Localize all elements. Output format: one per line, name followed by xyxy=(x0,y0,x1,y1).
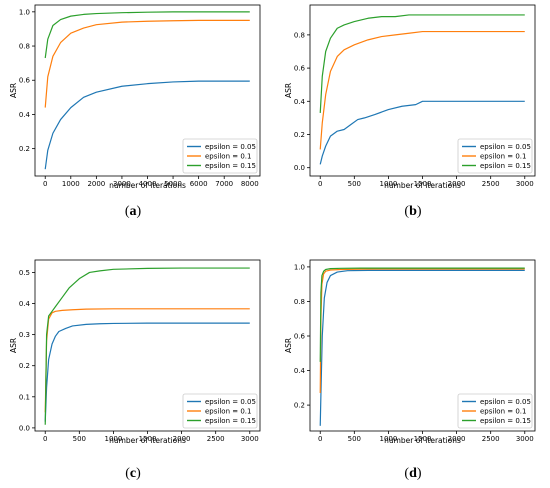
x-tick-label: 1500 xyxy=(139,435,157,443)
x-axis-label: number of iterations xyxy=(384,436,461,445)
y-axis-label: ASR xyxy=(285,338,293,353)
series-line-3 xyxy=(319,267,525,362)
x-tick-label: 4000 xyxy=(139,180,157,188)
y-tick-label: 0.0 xyxy=(294,164,305,172)
x-tick-label: 2500 xyxy=(482,180,500,188)
legend-box xyxy=(457,393,533,429)
series-line-2 xyxy=(44,19,250,108)
legend-label: epsilon = 0.15 xyxy=(480,417,531,425)
x-tick-label: 3000 xyxy=(516,435,534,443)
chart-panel-a: 0 1000 2000 3000 4000 5000 6000 7000 8000 0.2 0.4 0… xyxy=(10,4,261,190)
legend-label: epsilon = 0.05 xyxy=(480,398,531,406)
x-tick-label: 2000 xyxy=(87,180,105,188)
legend-label: epsilon = 0.15 xyxy=(480,162,531,170)
y-tick-label: 0.2 xyxy=(294,131,305,139)
series-line-1 xyxy=(319,100,525,165)
x-axis-label: number of iterations xyxy=(109,436,186,445)
legend-label: epsilon = 0.1 xyxy=(480,153,526,161)
x-tick-label: 1500 xyxy=(414,435,432,443)
x-tick-label: 2500 xyxy=(207,435,225,443)
y-tick-label: 0.2 xyxy=(19,145,30,153)
y-axis-label: ASR xyxy=(285,83,293,98)
y-tick-label: 0.6 xyxy=(19,77,31,85)
series-line-2 xyxy=(319,30,525,150)
x-tick-label: 2500 xyxy=(482,435,500,443)
y-tick-label: 0.2 xyxy=(294,402,305,410)
legend-label: epsilon = 0.15 xyxy=(205,162,256,170)
legend-box xyxy=(182,138,258,174)
legend-label: epsilon = 0.05 xyxy=(205,143,256,151)
y-tick-label: 1.0 xyxy=(294,263,305,271)
y-tick-label: 0.0 xyxy=(19,424,30,432)
x-tick-label: 1000 xyxy=(379,180,397,188)
caption-c: (c) xyxy=(125,466,141,481)
legend-label: epsilon = 0.05 xyxy=(480,143,531,151)
series-line-3 xyxy=(44,11,250,59)
y-tick-label: 0.4 xyxy=(294,367,306,375)
legend-box xyxy=(182,393,258,429)
x-axis-label: number of iterations xyxy=(384,181,461,190)
y-tick-label: 0.4 xyxy=(19,300,31,308)
x-tick-label: 500 xyxy=(73,435,86,443)
y-tick-label: 0.8 xyxy=(19,43,30,51)
legend-box xyxy=(457,138,533,174)
series-line-2 xyxy=(319,268,525,394)
x-tick-label: 7000 xyxy=(215,180,233,188)
y-axis-label: ASR xyxy=(10,83,18,98)
x-tick-label: 500 xyxy=(348,435,361,443)
legend-label: epsilon = 0.05 xyxy=(205,398,256,406)
x-tick-label: 0 xyxy=(318,180,322,188)
y-tick-label: 0.8 xyxy=(294,298,305,306)
legend-label: epsilon = 0.15 xyxy=(205,417,256,425)
x-tick-label: 2000 xyxy=(173,435,191,443)
caption-d: (d) xyxy=(404,466,422,481)
y-tick-label: 0.4 xyxy=(19,111,31,119)
x-tick-label: 1000 xyxy=(62,180,80,188)
legend-label: epsilon = 0.1 xyxy=(205,408,251,416)
caption-b: (b) xyxy=(404,204,422,219)
x-tick-label: 500 xyxy=(348,180,361,188)
y-axis-label: ASR xyxy=(10,338,18,353)
x-tick-label: 3000 xyxy=(113,180,131,188)
series-line-3 xyxy=(44,267,250,425)
y-tick-label: 0.4 xyxy=(294,98,306,106)
x-axis-label: number of iterations xyxy=(109,181,186,190)
y-tick-label: 1.0 xyxy=(19,8,30,16)
y-tick-label: 0.6 xyxy=(294,65,306,73)
x-tick-label: 8000 xyxy=(241,180,259,188)
legend-label: epsilon = 0.1 xyxy=(480,408,526,416)
x-tick-label: 6000 xyxy=(190,180,208,188)
chart-panel-c: 0 500 1000 1500 2000 2500 3000 0.0 0.1 0.2 0.3 0.4 0… xyxy=(10,259,261,445)
y-tick-label: 0.5 xyxy=(19,269,30,277)
x-tick-label: 3000 xyxy=(516,180,534,188)
legend-label: epsilon = 0.1 xyxy=(205,153,251,161)
series-line-3 xyxy=(319,14,525,113)
y-tick-label: 0.1 xyxy=(19,393,30,401)
chart-panel-b: 0 500 1000 1500 2000 2500 3000 0.0 0.2 0.4 0.6 0.8 n… xyxy=(285,4,536,190)
y-tick-label: 0.8 xyxy=(294,31,305,39)
x-tick-label: 0 xyxy=(318,435,322,443)
caption-a: (a) xyxy=(124,204,142,219)
series-line-1 xyxy=(319,269,525,426)
x-tick-label: 1500 xyxy=(414,180,432,188)
y-tick-label: 0.2 xyxy=(19,362,30,370)
x-tick-label: 0 xyxy=(43,435,47,443)
x-tick-label: 3000 xyxy=(241,435,259,443)
x-tick-label: 0 xyxy=(43,180,47,188)
y-tick-label: 0.6 xyxy=(294,333,306,341)
series-line-1 xyxy=(44,322,250,422)
y-tick-label: 0.3 xyxy=(19,331,30,339)
x-tick-label: 2000 xyxy=(448,435,466,443)
chart-panel-d: 0 500 1000 1500 2000 2500 3000 0.2 0.4 0.6 0.8 1.0 n… xyxy=(285,259,536,445)
x-tick-label: 5000 xyxy=(164,180,182,188)
x-tick-label: 1000 xyxy=(379,435,397,443)
x-tick-label: 2000 xyxy=(448,180,466,188)
x-tick-label: 1000 xyxy=(104,435,122,443)
series-line-1 xyxy=(44,80,250,170)
